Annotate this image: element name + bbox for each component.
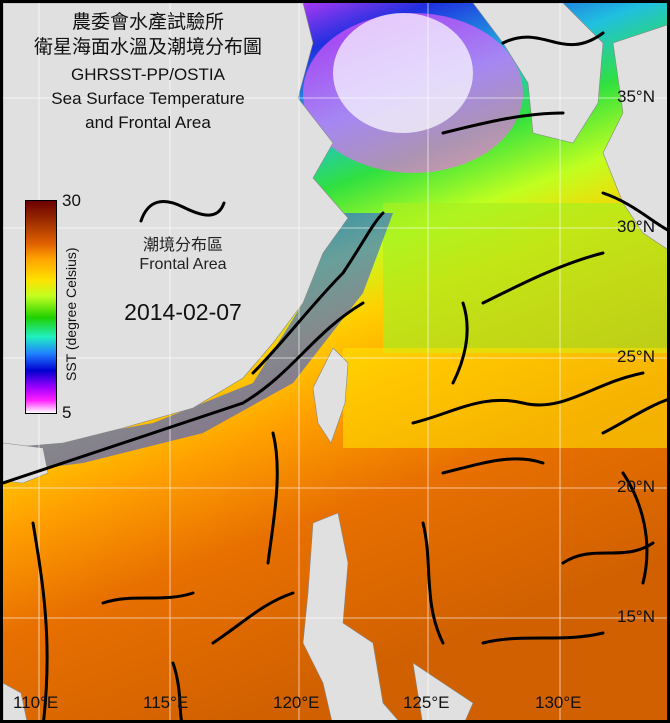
- lat-label: 30°N: [617, 217, 655, 236]
- lat-label: 20°N: [617, 477, 655, 496]
- lon-label: 120°E: [273, 693, 320, 712]
- front-line: [601, 398, 667, 435]
- colorbar-min: 5: [62, 403, 72, 422]
- front-line: [31, 521, 49, 720]
- front-line: [451, 301, 469, 385]
- front-line: [171, 661, 183, 720]
- front-line: [621, 471, 649, 585]
- land-korea: [472, 3, 604, 144]
- front-line: [441, 111, 565, 135]
- east-sea-yellow-field: [343, 348, 667, 448]
- front-line: [251, 211, 385, 375]
- front-line: [101, 591, 195, 605]
- land-japan: [602, 24, 667, 250]
- frontal-legend-zh: 潮境分布區: [142, 237, 223, 254]
- colorbar-label: SST (degree Celsius): [63, 247, 79, 381]
- lat-label: 25°N: [617, 347, 655, 366]
- lon-label: 125°E: [403, 693, 450, 712]
- frontal-lines: [3, 31, 667, 720]
- land-taiwan: [312, 347, 349, 444]
- lon-label: 130°E: [535, 693, 582, 712]
- title-zh-2: 衛星海面水溫及潮境分布圖: [33, 37, 262, 58]
- title-en-1: GHRSST-PP/OSTIA: [71, 65, 225, 84]
- colorbar: [25, 200, 57, 414]
- front-line: [481, 251, 605, 305]
- frontal-area-legend-icon: [139, 200, 226, 223]
- front-line: [441, 457, 545, 475]
- frontal-legend-en: Frontal Area: [139, 256, 227, 273]
- lat-label: 35°N: [617, 87, 655, 106]
- front-line: [421, 521, 445, 645]
- front-line: [266, 431, 279, 565]
- lat-label: 15°N: [617, 607, 655, 626]
- front-line: [3, 301, 365, 485]
- front-line: [561, 541, 655, 565]
- yellow-sea-cold: [333, 13, 473, 133]
- front-line: [411, 371, 645, 425]
- title-zh-1: 農委會水產試驗所: [71, 12, 224, 33]
- lon-label: 110°E: [13, 693, 59, 712]
- date-label: 2014-02-07: [124, 299, 242, 325]
- front-line: [211, 591, 295, 645]
- land-vietnam: [3, 682, 28, 720]
- sst-map: [3, 3, 667, 720]
- land-china: [3, 3, 349, 449]
- title-en-2: Sea Surface Temperature: [51, 89, 245, 108]
- land-luzon: [302, 512, 399, 720]
- front-line: [481, 631, 605, 645]
- front-line: [601, 191, 667, 232]
- colorbar-max: 30: [62, 191, 81, 210]
- front-line: [501, 31, 605, 46]
- title-en-3: and Frontal Area: [85, 113, 211, 132]
- lon-label: 115°E: [143, 693, 189, 712]
